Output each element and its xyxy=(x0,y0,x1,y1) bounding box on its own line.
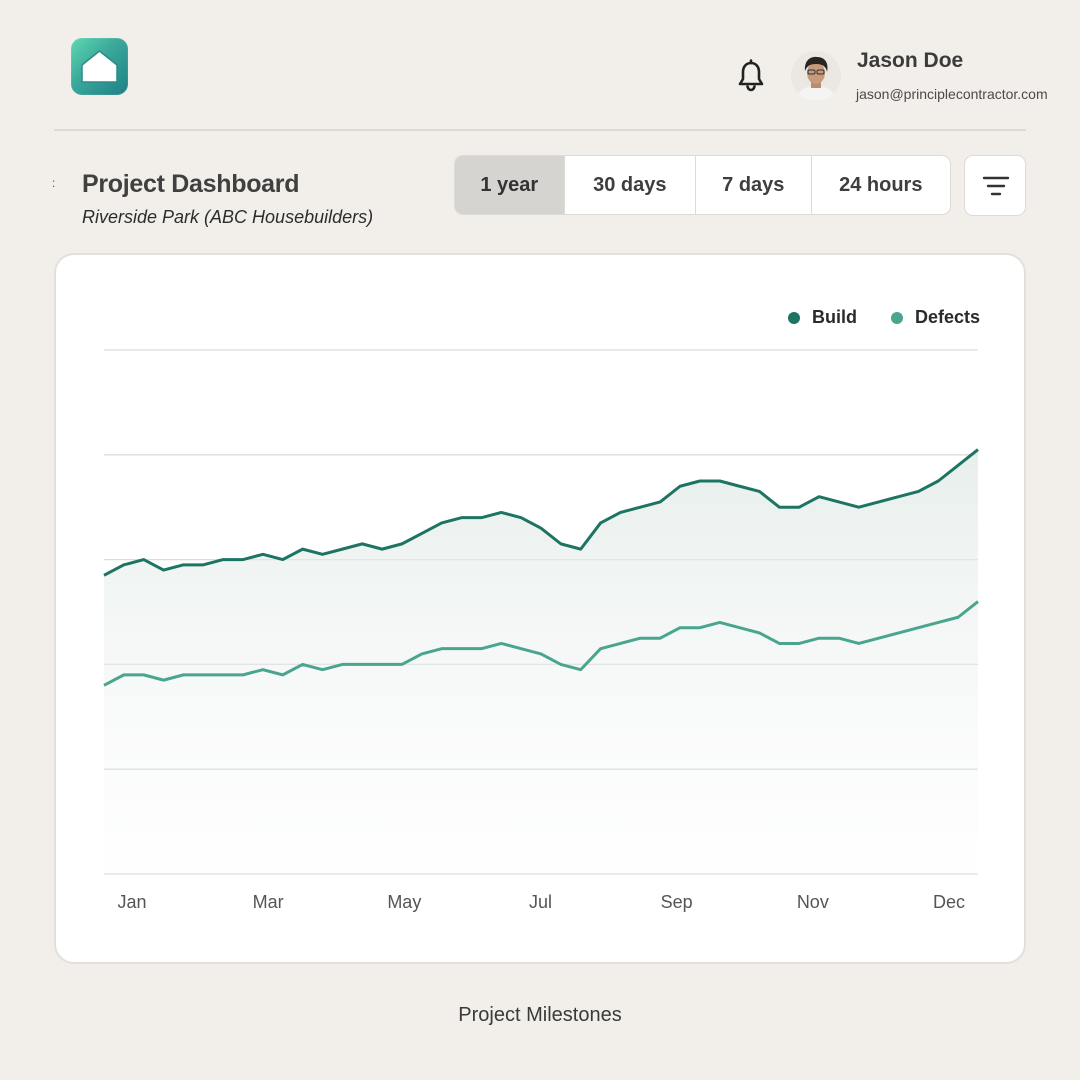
bell-icon xyxy=(738,59,764,92)
tab-1-year[interactable]: 1 year xyxy=(455,156,565,214)
legend-label-build: Build xyxy=(811,307,857,327)
legend-dot-defects xyxy=(890,311,903,324)
user-name: Jason Doe xyxy=(857,49,964,72)
user-photo xyxy=(791,51,841,101)
tab-24-hours[interactable]: 24 hours xyxy=(839,173,923,196)
x-tick-label: Jan xyxy=(117,892,146,912)
filter-icon xyxy=(982,176,1010,196)
x-tick-label: May xyxy=(387,892,421,912)
avatar[interactable] xyxy=(791,51,841,101)
project-subtitle: Riverside Park (ABC Housebuilders) xyxy=(82,207,374,227)
legend-item-defects[interactable]: Defects xyxy=(890,307,980,328)
notifications-button[interactable] xyxy=(736,59,766,93)
tab-7-days[interactable]: 7 days xyxy=(696,156,812,214)
chart-caption: Project Milestones xyxy=(458,1004,622,1026)
x-tick-label: Mar xyxy=(253,892,284,912)
legend-item-build[interactable]: Build xyxy=(787,307,857,328)
chart-legend: Build Defects xyxy=(787,307,980,328)
legend-dot-build xyxy=(787,311,800,324)
user-email: jason@principlecontractor.com xyxy=(856,86,1048,102)
x-tick-label: Sep xyxy=(661,892,693,912)
filter-button[interactable] xyxy=(964,155,1026,216)
tab-30-days[interactable]: 30 days xyxy=(565,156,697,214)
side-marker: : xyxy=(52,176,56,190)
time-range-tabs: 1 year 30 days 7 days 24 hours xyxy=(454,155,951,215)
series-line-defects[interactable] xyxy=(103,600,979,687)
page-title: Project Dashboard xyxy=(82,170,300,198)
x-tick-label: Jul xyxy=(529,892,552,912)
series-line-build[interactable] xyxy=(103,448,979,577)
x-tick-label: Dec xyxy=(933,892,965,912)
home-icon xyxy=(81,50,118,83)
line-chart: Jan Mar May Jul Sep Nov Dec xyxy=(103,349,979,912)
area-fill-build xyxy=(104,449,978,874)
x-tick-label: Nov xyxy=(797,892,829,912)
legend-label-defects: Defects xyxy=(914,307,980,327)
chart-card: Jan Mar May Jul Sep Nov Dec Build Defects xyxy=(54,253,1026,964)
app-logo[interactable] xyxy=(71,38,128,95)
header-divider xyxy=(54,129,1026,131)
